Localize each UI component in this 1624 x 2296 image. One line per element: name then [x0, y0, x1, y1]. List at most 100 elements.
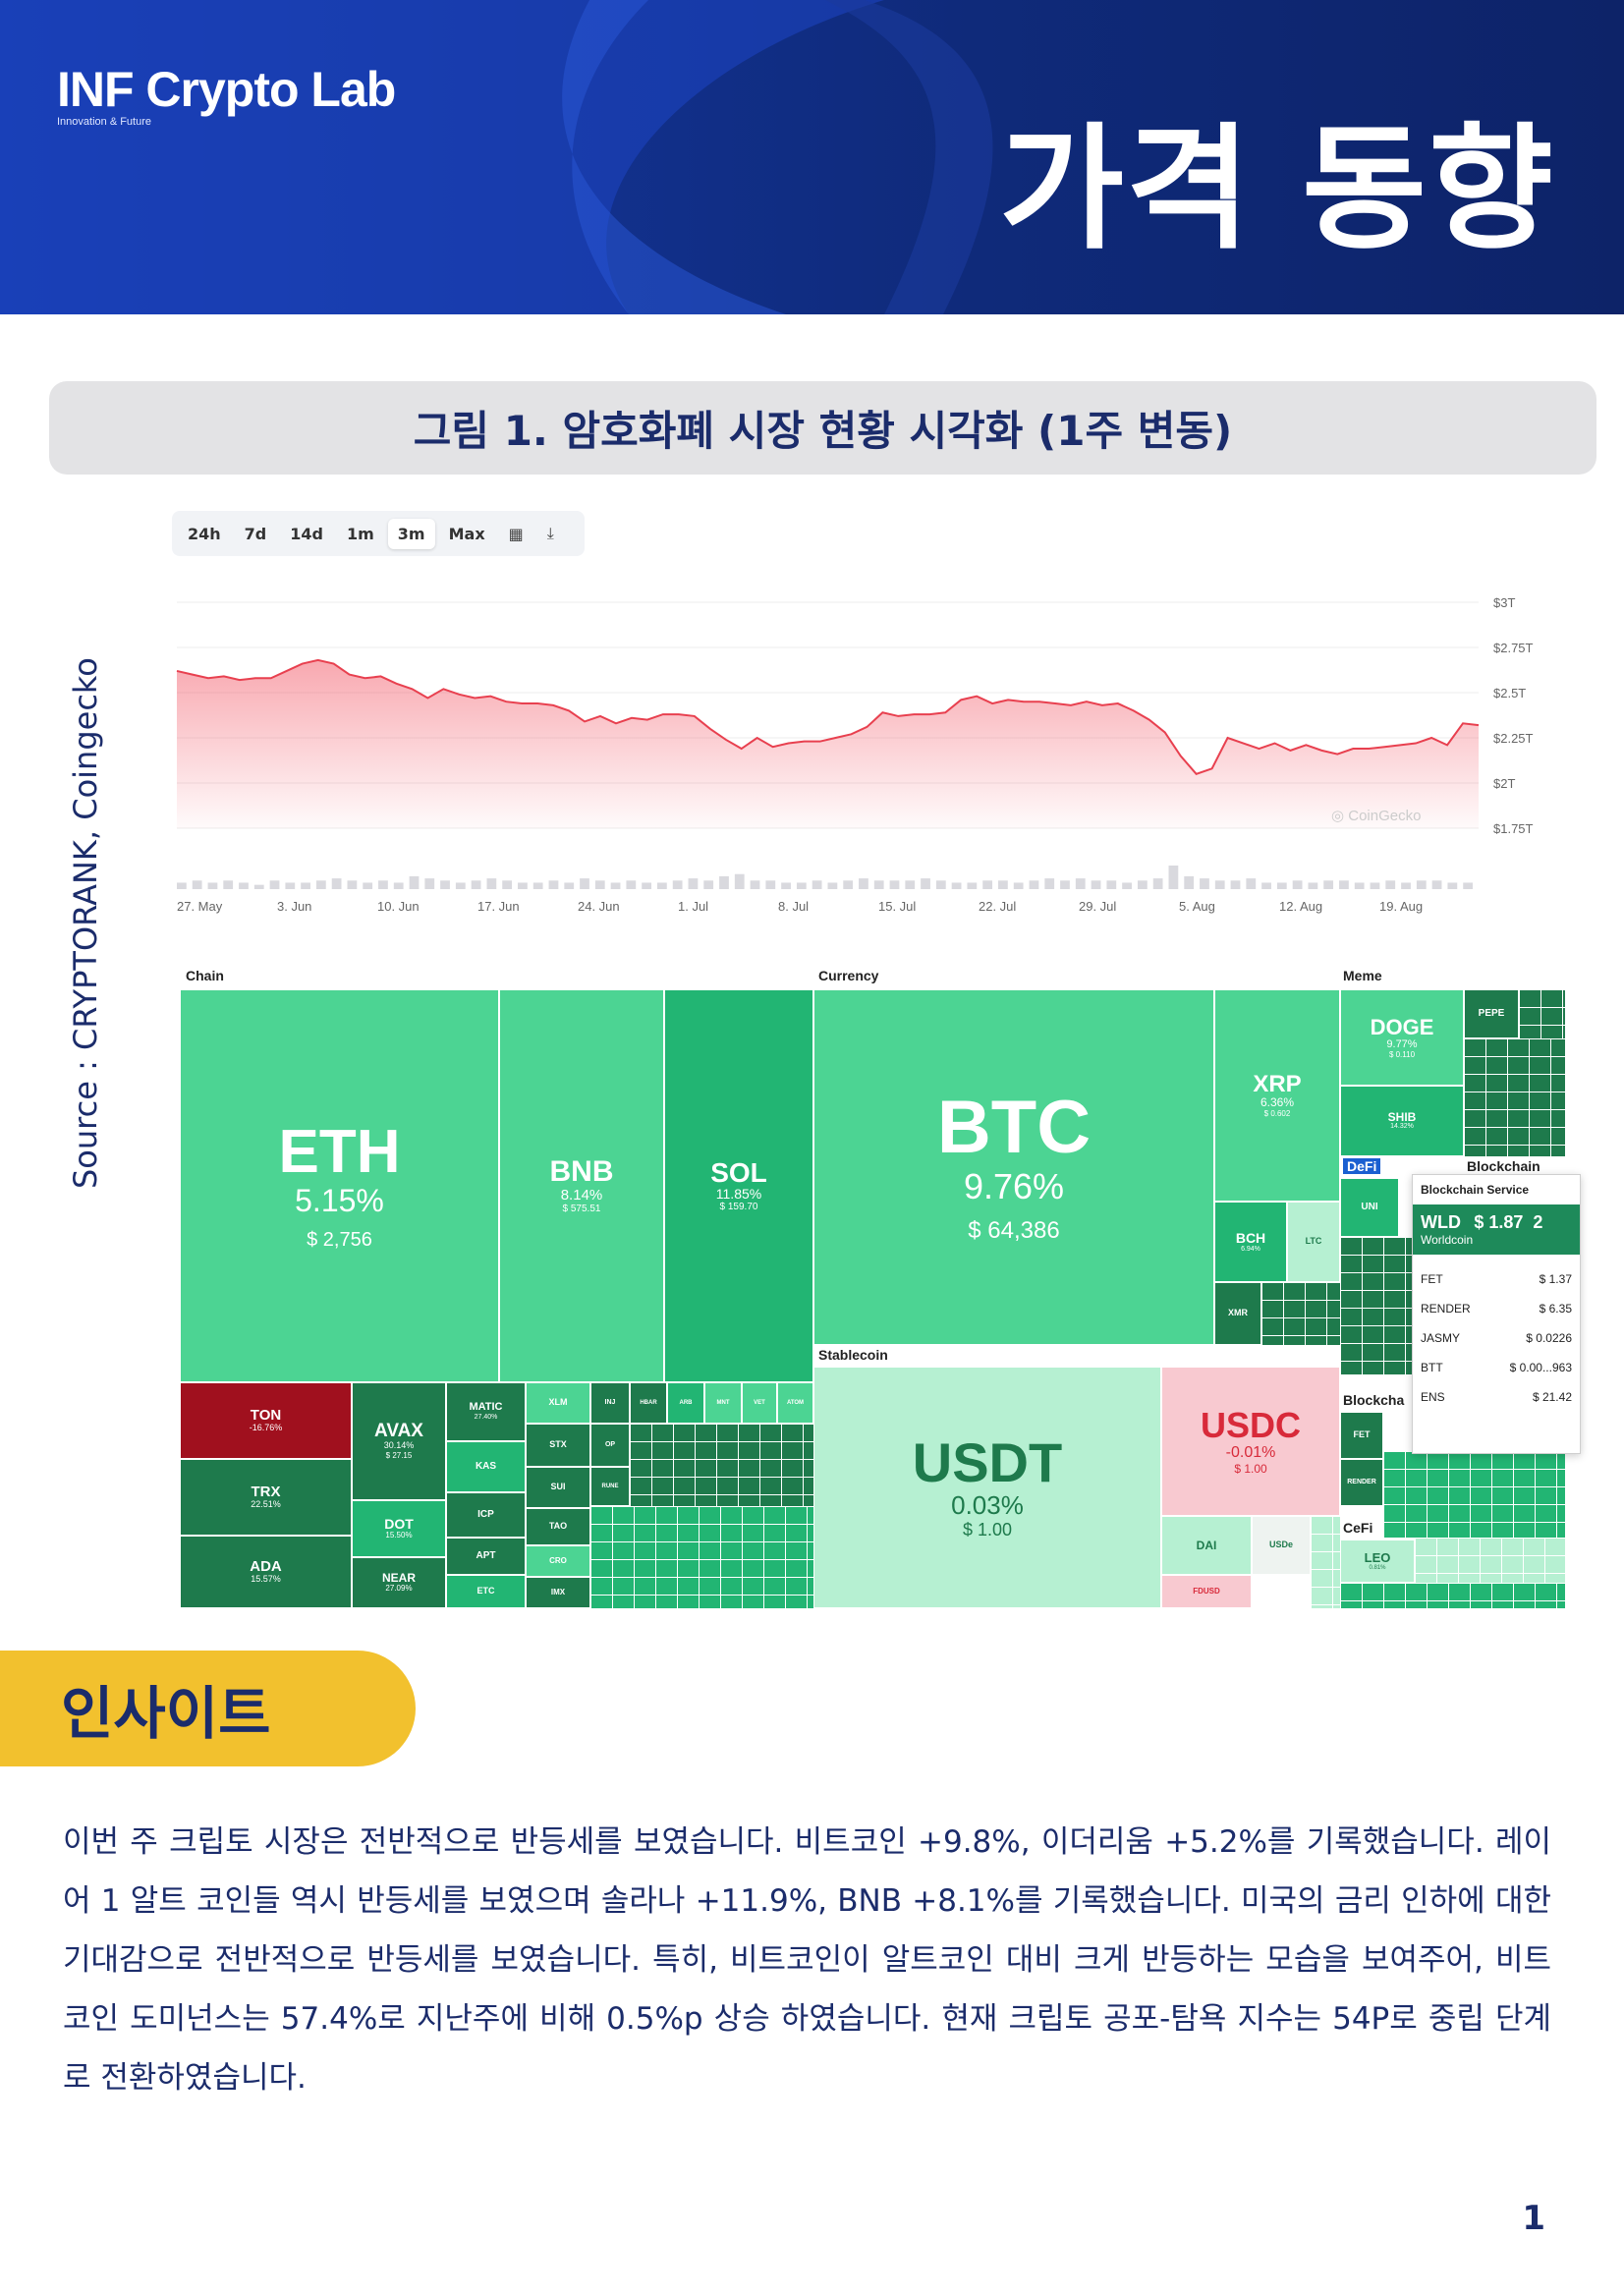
- treemap-tile-hbar[interactable]: HBAR: [630, 1382, 667, 1424]
- tile-pct: 30.14%: [383, 1440, 415, 1451]
- treemap-tile-leo[interactable]: LEO 0.81%: [1340, 1540, 1415, 1583]
- page-number: 1: [1522, 2199, 1545, 2238]
- treemap-tile-usdt[interactable]: USDT 0.03% $ 1.00: [813, 1367, 1161, 1608]
- treemap-tile-usde[interactable]: USDe: [1252, 1516, 1311, 1575]
- meme-small-tiles: [1464, 1038, 1565, 1156]
- volume-bar: [424, 878, 435, 889]
- treemap-tile-vet[interactable]: VET: [742, 1382, 777, 1424]
- range-tab-24h[interactable]: 24h: [188, 524, 221, 543]
- treemap-tile-near[interactable]: NEAR 27.09%: [352, 1557, 446, 1608]
- y-tick-label: $2.25T: [1493, 731, 1534, 746]
- treemap-tile-dot[interactable]: DOT 15.50%: [352, 1500, 446, 1557]
- volume-bar: [1230, 880, 1241, 889]
- x-tick-label: 12. Aug: [1279, 899, 1322, 914]
- tile-name: LTC: [1305, 1236, 1322, 1247]
- range-tabs: 24h 7d 14d 1m 3m Max ▦ ⤓: [172, 511, 585, 556]
- price-area-chart: $3T $2.75T $2.5T $2.25T $2T $1.75T ◎ CoinGecko…: [176, 595, 1534, 914]
- treemap-tile-matic[interactable]: MATIC 27.40%: [446, 1382, 526, 1441]
- treemap-tile-arb[interactable]: ARB: [667, 1382, 704, 1424]
- treemap-tile-inj[interactable]: INJ: [590, 1382, 630, 1424]
- volume-bar: [703, 880, 714, 889]
- treemap-tile-pepe[interactable]: PEPE: [1464, 989, 1519, 1038]
- treemap-tile-op[interactable]: OP: [590, 1424, 630, 1467]
- x-tick-label: 10. Jun: [377, 899, 420, 914]
- tile-name: ETC: [476, 1586, 495, 1596]
- treemap-tile-ton[interactable]: TON -16.76%: [180, 1382, 352, 1459]
- volume-bar: [1060, 880, 1070, 889]
- volume-bar: [827, 882, 838, 889]
- treemap-tile-stx[interactable]: STX: [526, 1424, 590, 1467]
- tooltip-row-price: $ 6.35: [1539, 1302, 1572, 1316]
- treemap-tile-mnt[interactable]: MNT: [704, 1382, 742, 1424]
- treemap-tile-icp[interactable]: ICP: [446, 1492, 526, 1538]
- volume-bar: [315, 880, 326, 889]
- treemap-tile-dai[interactable]: DAI: [1161, 1516, 1252, 1575]
- treemap-tile-etc[interactable]: ETC: [446, 1575, 526, 1608]
- volume-bar: [688, 878, 699, 889]
- tooltip-title: Blockchain Service: [1421, 1183, 1530, 1197]
- logo-tagline: Innovation & Future: [57, 116, 152, 128]
- treemap-tile-xmr[interactable]: XMR: [1214, 1282, 1261, 1345]
- treemap-tile-xrp[interactable]: XRP 6.36% $ 0.602: [1214, 989, 1340, 1202]
- y-tick-label: $2T: [1493, 776, 1515, 791]
- treemap-tile-imx[interactable]: IMX: [526, 1577, 590, 1608]
- tile-name: RENDER: [1347, 1479, 1376, 1486]
- treemap-tile-fet[interactable]: FET: [1340, 1412, 1383, 1459]
- treemap-tile-xlm[interactable]: XLM: [526, 1382, 590, 1424]
- treemap-tile-ltc[interactable]: LTC: [1287, 1202, 1340, 1282]
- treemap-tile-sui[interactable]: SUI: [526, 1467, 590, 1508]
- range-tab-7d[interactable]: 7d: [244, 524, 267, 543]
- range-tab-14d[interactable]: 14d: [290, 524, 323, 543]
- page-title: 가격 동향: [999, 110, 1555, 268]
- tile-pct: 15.57%: [251, 1573, 281, 1584]
- treemap-tile-kas[interactable]: KAS: [446, 1441, 526, 1492]
- treemap-tile-bnb[interactable]: BNB 8.14% $ 575.51: [499, 989, 664, 1382]
- volume-bar: [1447, 882, 1458, 889]
- tile-pct: 9.76%: [963, 1165, 1065, 1206]
- insight-body: 이번 주 크립토 시장은 전반적으로 반등세를 보였습니다. 비트코인 +9.8…: [63, 1824, 1551, 2096]
- treemap-tile-sol[interactable]: SOL 11.85% $ 159.70: [664, 989, 813, 1382]
- tile-name: ADA: [250, 1558, 282, 1576]
- treemap-tile-fdusd[interactable]: FDUSD: [1161, 1575, 1252, 1608]
- treemap-tile-eth[interactable]: ETH 5.15% $ 2,756: [180, 989, 499, 1382]
- treemap-tile-uni[interactable]: UNI: [1340, 1178, 1399, 1237]
- tooltip-row-price: $ 21.42: [1532, 1390, 1572, 1404]
- treemap-tile-avax[interactable]: AVAX 30.14% $ 27.15: [352, 1382, 446, 1500]
- treemap-tile-render[interactable]: RENDER: [1340, 1459, 1383, 1506]
- calendar-icon[interactable]: ▦: [508, 524, 524, 543]
- y-tick-label: $1.75T: [1493, 821, 1534, 836]
- treemap-tile-tao[interactable]: TAO: [526, 1508, 590, 1545]
- volume-bar: [1137, 880, 1148, 889]
- treemap-tile-ada[interactable]: ADA 15.57%: [180, 1536, 352, 1608]
- treemap-tile-apt[interactable]: APT: [446, 1538, 526, 1575]
- tooltip-row-name: BTT: [1421, 1361, 1443, 1374]
- download-icon[interactable]: ⤓: [546, 524, 554, 542]
- range-tab-1m[interactable]: 1m: [346, 524, 374, 543]
- treemap-tile-atom[interactable]: ATOM: [777, 1382, 813, 1424]
- volume-bar: [1168, 866, 1179, 889]
- treemap-tile-bch[interactable]: BCH 6.94%: [1214, 1202, 1287, 1282]
- treemap-tile-doge[interactable]: DOGE 9.77% $ 0.110: [1340, 989, 1464, 1086]
- inf-crypto-lab-logo: INF Crypto Lab Innovation & Future: [57, 61, 396, 128]
- tile-name: AVAX: [374, 1421, 423, 1442]
- insight-heading: 인사이트: [0, 1651, 416, 1766]
- volume-bar: [378, 880, 388, 889]
- treemap-tile-btc[interactable]: BTC 9.76% $ 64,386: [813, 989, 1214, 1345]
- treemap-tile-shib[interactable]: SHIB 14.32%: [1340, 1086, 1464, 1156]
- volume-bar: [347, 880, 358, 889]
- tile-name: USDT: [912, 1430, 1063, 1493]
- tile-name: OP: [604, 1441, 616, 1449]
- treemap-tile-cro[interactable]: CRO: [526, 1545, 590, 1577]
- volume-bar: [672, 880, 683, 889]
- tile-price: $ 0.110: [1388, 1049, 1416, 1059]
- range-tab-3m[interactable]: 3m: [387, 518, 435, 549]
- volume-bar: [269, 880, 280, 889]
- tooltip-row-price: $ 1.37: [1539, 1272, 1572, 1286]
- treemap-tile-usdc[interactable]: USDC -0.01% $ 1.00: [1161, 1367, 1340, 1516]
- tile-name: FET: [1353, 1429, 1371, 1440]
- tile-name: XRP: [1253, 1071, 1302, 1098]
- treemap-tile-trx[interactable]: TRX 22.51%: [180, 1459, 352, 1536]
- volume-bar: [486, 878, 497, 889]
- range-tab-max[interactable]: Max: [448, 524, 485, 543]
- treemap-tile-rune[interactable]: RUNE: [590, 1467, 630, 1506]
